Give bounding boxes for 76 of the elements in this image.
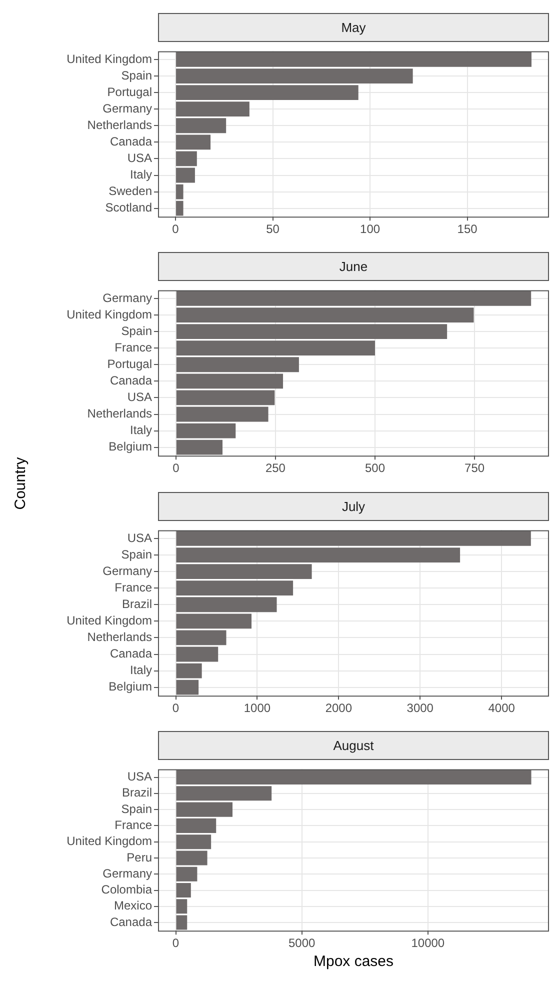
bar <box>176 424 236 439</box>
chart-title: June <box>158 252 549 282</box>
y-tick-label: Netherlands <box>87 118 152 132</box>
bar <box>176 168 195 183</box>
bar <box>176 915 188 930</box>
bar <box>176 662 202 678</box>
x-tick-label: 1000 <box>244 700 271 715</box>
x-tick-label: 4000 <box>488 700 516 715</box>
y-tick-label: Canada <box>110 374 152 388</box>
y-tick-label: Scotland <box>105 200 152 215</box>
y-tick-label: Belgium <box>108 679 152 694</box>
y-tick-label: Italy <box>130 423 152 438</box>
y-tick-label: Canada <box>110 914 152 929</box>
bar <box>176 200 184 216</box>
y-axis-title: Country <box>11 457 28 510</box>
bar <box>176 374 284 389</box>
x-tick-label: 0 <box>172 461 180 476</box>
x-tick-label: 100 <box>360 222 380 236</box>
x-tick-label: 500 <box>364 461 386 476</box>
y-tick-label: Spain <box>121 802 152 816</box>
y-tick-label: Canada <box>110 134 152 148</box>
x-tick-label: 150 <box>457 222 478 236</box>
y-tick-label: USA <box>127 769 152 784</box>
y-tick-label: Portugal <box>107 357 152 372</box>
x-tick-label: 750 <box>464 461 485 476</box>
x-axis-title: Mpox cases <box>313 953 394 970</box>
chart-title: May <box>158 13 549 42</box>
bar <box>176 407 268 422</box>
y-tick-label: France <box>114 580 152 594</box>
y-tick-label: Germany <box>102 291 152 306</box>
x-tick-label: 10000 <box>411 936 445 950</box>
y-tick-label: Germany <box>102 866 152 880</box>
bar <box>176 151 197 166</box>
y-tick-label: Peru <box>126 850 152 864</box>
bar <box>176 184 184 200</box>
bar <box>176 630 226 645</box>
bar <box>176 390 275 406</box>
y-tick-label: USA <box>127 530 152 544</box>
y-tick-label: France <box>114 340 152 355</box>
x-tick-label: 2000 <box>325 700 352 715</box>
y-tick-label: Portugal <box>107 84 152 99</box>
y-tick-label: Mexico <box>114 898 152 913</box>
bar <box>176 440 223 456</box>
chart-title: July <box>158 492 549 521</box>
y-tick-label: Italy <box>130 168 152 182</box>
y-tick-label: Brazil <box>122 786 152 800</box>
y-tick-label: Germany <box>102 563 152 578</box>
x-tick-label: 5000 <box>288 936 316 950</box>
x-tick-label: 50 <box>266 222 280 236</box>
y-tick-label: United Kingdom <box>66 834 152 848</box>
y-tick-label: Spain <box>121 546 152 561</box>
y-tick-label: Canada <box>110 646 152 660</box>
chart-title: August <box>158 730 549 760</box>
y-tick-label: United Kingdom <box>66 308 152 322</box>
y-tick-label: Netherlands <box>87 406 152 421</box>
bar <box>176 646 218 662</box>
x-tick-label: 0 <box>172 222 180 236</box>
y-tick-label: Belgium <box>108 440 152 454</box>
x-tick-label: 250 <box>265 461 286 476</box>
y-tick-label: United Kingdom <box>66 613 152 628</box>
y-tick-label: USA <box>127 390 152 404</box>
y-tick-label: Spain <box>121 324 152 338</box>
x-tick-label: 0 <box>172 700 180 715</box>
y-tick-label: Sweden <box>108 184 152 198</box>
bar <box>176 679 199 694</box>
y-tick-label: Germany <box>102 101 152 116</box>
x-tick-label: 3000 <box>406 700 434 715</box>
x-tick-label: 0 <box>172 936 180 950</box>
y-tick-label: Netherlands <box>87 630 152 644</box>
y-tick-label: France <box>114 818 152 832</box>
y-tick-label: USA <box>127 151 152 166</box>
y-tick-label: United Kingdom <box>66 52 152 66</box>
y-tick-label: Brazil <box>122 596 152 611</box>
y-tick-label: Italy <box>130 662 152 677</box>
y-tick-label: Colombia <box>101 882 152 896</box>
y-tick-label: Spain <box>121 68 152 82</box>
